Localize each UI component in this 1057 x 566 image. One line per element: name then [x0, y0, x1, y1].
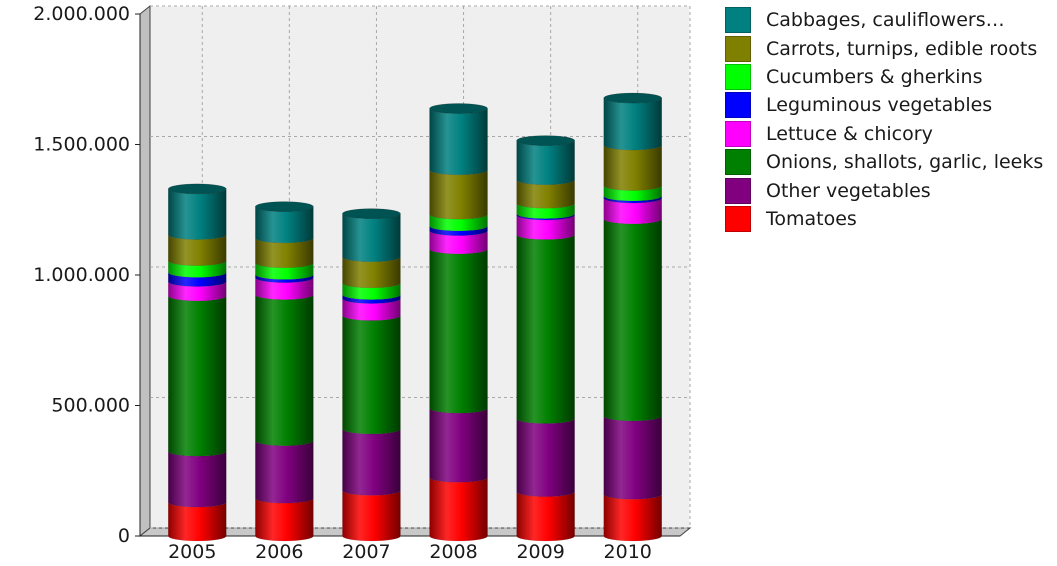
x-tick-label: 2008: [429, 541, 477, 562]
bar-segment: [603, 97, 662, 151]
bar-stack: [342, 208, 401, 542]
legend-label: Carrots, turnips, edible roots: [766, 37, 1038, 60]
bar-cap: [168, 183, 227, 195]
bar-segment: [255, 277, 314, 300]
bar-segment: [168, 188, 227, 240]
bar-segment: [255, 274, 314, 283]
x-tick-label: 2009: [516, 541, 564, 562]
bar-segment: [516, 140, 575, 185]
bar-segment: [603, 494, 662, 542]
bar-segment: [168, 501, 227, 542]
legend-label: Leguminous vegetables: [766, 94, 993, 117]
y-tick-label: 1.500.000: [33, 134, 130, 156]
bar-segment: [603, 415, 662, 500]
y-tick-label: 1.000.000: [33, 264, 130, 286]
bar-segment: [429, 248, 488, 414]
bar-segment: [342, 490, 401, 542]
bar-segment: [429, 169, 488, 220]
bar-stack: [516, 135, 575, 542]
bar-cap: [429, 103, 488, 114]
x-tick-label: 2006: [255, 541, 303, 562]
legend-item: Other vegetables: [725, 176, 1043, 204]
legend-label: Tomatoes: [766, 207, 857, 230]
bar-segment: [342, 315, 401, 435]
legend-item: Lettuce & chicory: [725, 120, 1043, 148]
bar-segment: [342, 213, 401, 262]
bar-cap: [255, 201, 314, 212]
bar-cap: [342, 208, 401, 219]
bar-stack: [603, 92, 662, 542]
y-tick-label: 2.000.000: [33, 3, 130, 25]
bar-segment: [255, 237, 314, 268]
legend-swatch: [725, 120, 751, 147]
legend-label: Lettuce & chicory: [766, 122, 933, 145]
legend-item: Carrots, turnips, edible roots: [725, 34, 1043, 62]
bar-segment: [429, 408, 488, 483]
y-tick-label: 500.000: [51, 395, 130, 417]
bar-segment: [516, 234, 575, 424]
bar-segment: [603, 218, 662, 422]
legend-item: Cucumbers & gherkins: [725, 63, 1043, 91]
bar-stack: [168, 183, 227, 542]
bar-cap: [603, 92, 662, 104]
bar-segment: [255, 262, 314, 280]
bar-segment: [429, 108, 488, 176]
legend-label: Cucumbers & gherkins: [766, 65, 983, 88]
legend-item: Leguminous vegetables: [725, 91, 1043, 119]
legend-swatch: [725, 205, 751, 232]
bar-segment: [342, 428, 401, 496]
legend-swatch: [725, 7, 751, 34]
legend-label: Onions, shallots, garlic, leeks: [766, 151, 1044, 174]
bar-segment: [255, 440, 314, 504]
bar-segment: [429, 225, 488, 236]
x-tick-label: 2010: [604, 541, 652, 562]
legend-item: Tomatoes: [725, 205, 1043, 233]
y-tick-label: 0: [118, 525, 130, 547]
legend-label: Cabbages, cauliflowers…: [766, 9, 1005, 32]
x-tick-label: 2005: [168, 541, 216, 562]
legend-swatch: [725, 177, 751, 204]
bar-segment: [516, 491, 575, 542]
bar-segment: [168, 451, 227, 508]
bar-segment: [516, 418, 575, 497]
bar-segment: [255, 294, 314, 446]
x-tick-label: 2007: [342, 541, 390, 562]
bar-segment: [429, 477, 488, 542]
plot-left-wall: [139, 4, 151, 538]
bar-segment: [603, 144, 662, 191]
legend: Cabbages, cauliflowers… Carrots, turnips…: [725, 6, 1043, 233]
bar-stack: [255, 201, 314, 542]
legend-swatch: [725, 149, 751, 176]
bar-segment: [255, 498, 314, 542]
bar-segment: [429, 214, 488, 232]
bar-stack: [429, 103, 488, 542]
bar-cap: [516, 135, 575, 146]
bar-segment: [168, 295, 227, 457]
legend-item: Cabbages, cauliflowers…: [725, 6, 1043, 34]
bar-segment: [255, 206, 314, 244]
legend-label: Other vegetables: [766, 179, 931, 202]
legend-item: Onions, shallots, garlic, leeks: [725, 148, 1043, 176]
legend-swatch: [725, 35, 751, 62]
legend-swatch: [725, 63, 751, 90]
legend-swatch: [725, 92, 751, 119]
